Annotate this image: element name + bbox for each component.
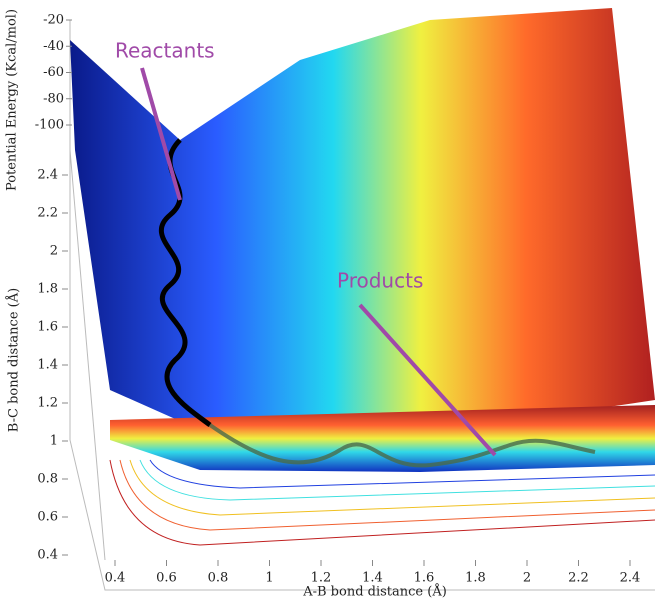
x-tick-label: 2 — [523, 571, 531, 586]
annotation-arrows — [140, 67, 497, 457]
z-tick-label: -20 — [43, 13, 64, 28]
z-tick-label: -80 — [43, 91, 64, 106]
x-tick-label: 1.4 — [362, 571, 383, 586]
z-tick-label: -40 — [43, 39, 64, 54]
y-tick-label: 1.8 — [37, 282, 58, 297]
x-tick-label: 1.6 — [414, 571, 435, 586]
x-tick-label: 2.2 — [568, 571, 589, 586]
x-tick-label: 1.8 — [465, 571, 486, 586]
z-tick-label: -100 — [35, 118, 64, 133]
x-tick-label: 1 — [265, 571, 273, 586]
x-axis-label: A-B bond distance (Å) — [302, 584, 447, 600]
surface — [70, 8, 655, 430]
annotation: Products — [337, 269, 423, 293]
y-tick-label: 0.6 — [37, 510, 58, 525]
y-tick-label: 2.4 — [37, 168, 58, 183]
x-tick-label: 1.2 — [311, 571, 332, 586]
axes-box — [69, 20, 655, 591]
y-tick-label: 1 — [50, 434, 58, 449]
y-tick-label: 2 — [50, 244, 58, 259]
y-tick-label: 2.2 — [37, 206, 58, 221]
y-tick-label: 1.2 — [37, 396, 58, 411]
y-axis-label: B-C bond distance (Å) — [6, 288, 22, 432]
y-tick-label: 1.4 — [37, 358, 58, 373]
y-tick-label: 1.6 — [37, 320, 58, 335]
x-tick-label: 0.8 — [208, 571, 229, 586]
z-axis-label: Potential Energy (Kcal/mol) — [5, 9, 20, 191]
z-tick-label: -60 — [43, 65, 64, 80]
y-tick-label: 0.8 — [37, 472, 58, 487]
x-tick-label: 0.4 — [105, 571, 126, 586]
contours — [109, 459, 656, 546]
y-tick-label: 0.4 — [37, 548, 58, 563]
trajectory-products — [208, 423, 596, 468]
annotation: Reactants — [115, 39, 215, 63]
x-tick-label: 0.6 — [156, 571, 177, 586]
x-tick-label: 2.4 — [620, 571, 641, 586]
surface-valley — [110, 405, 655, 472]
